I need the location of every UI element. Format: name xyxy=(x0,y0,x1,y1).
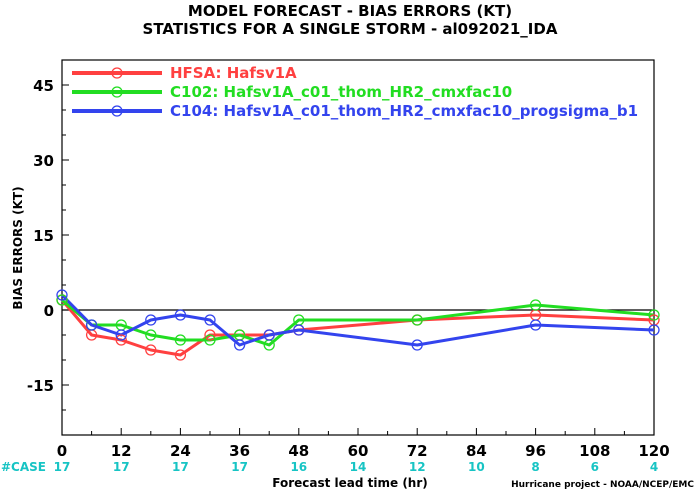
x-tick-label: 96 xyxy=(525,442,546,460)
legend-label: C104: Hafsv1A_c01_thom_HR2_cmxfac10_prog… xyxy=(170,102,638,120)
x-tick-label: 60 xyxy=(348,442,369,460)
legend-label: C102: Hafsv1A_c01_thom_HR2_cmxfac10 xyxy=(170,83,512,101)
case-count: 12 xyxy=(409,460,426,474)
series-point-3 xyxy=(115,329,127,341)
x-tick-label: 120 xyxy=(638,442,669,460)
case-count: 14 xyxy=(350,460,367,474)
series-point-2 xyxy=(145,329,157,341)
series-point-3 xyxy=(263,329,275,341)
x-tick-label: 72 xyxy=(407,442,428,460)
case-count: 17 xyxy=(113,460,130,474)
y-tick-label: 30 xyxy=(33,152,54,170)
x-axis: 0 12 24 36 48 60 72 84 96 108 120 xyxy=(57,428,670,460)
series-points xyxy=(56,289,660,361)
series-point-3 xyxy=(204,314,216,326)
x-tick-label: 36 xyxy=(229,442,250,460)
legend-swatch-marker xyxy=(111,105,123,117)
series-point-1 xyxy=(204,329,216,341)
legend-swatch-marker xyxy=(111,67,123,79)
case-count: 17 xyxy=(231,460,248,474)
x-tick-label: 48 xyxy=(288,442,309,460)
series-point-3 xyxy=(648,324,660,336)
series-point-3 xyxy=(56,289,68,301)
series-point-2 xyxy=(411,314,423,326)
chart-title-line2: STATISTICS FOR A SINGLE STORM - al092021… xyxy=(143,20,558,38)
case-count: 6 xyxy=(591,460,599,474)
series-point-1 xyxy=(115,334,127,346)
case-label: #CASE xyxy=(1,460,46,474)
series-point-2 xyxy=(56,294,68,306)
series-point-2 xyxy=(174,334,187,346)
x-tick-label: 0 xyxy=(57,442,67,460)
series-point-3 xyxy=(529,319,542,331)
series-point-3 xyxy=(233,339,246,351)
x-tick-label: 108 xyxy=(579,442,610,460)
case-count: 4 xyxy=(650,460,658,474)
series-point-3 xyxy=(174,309,187,321)
y-tick-label: 45 xyxy=(33,77,54,95)
credit-text: Hurricane project - NOAA/NCEP/EMC xyxy=(511,480,694,490)
chart-title-line1: MODEL FORECAST - BIAS ERRORS (KT) xyxy=(188,2,512,20)
case-count: 10 xyxy=(468,460,485,474)
case-count: 16 xyxy=(290,460,307,474)
x-axis-label: Forecast lead time (hr) xyxy=(272,476,428,490)
x-tick-label: 24 xyxy=(170,442,191,460)
series-point-1 xyxy=(145,344,157,356)
series-point-3 xyxy=(411,339,423,351)
case-count: 17 xyxy=(172,460,189,474)
series-point-3 xyxy=(85,319,98,331)
series-point-3 xyxy=(293,324,305,336)
series-point-2 xyxy=(648,309,660,321)
legend-label: HFSA: Hafsv1A xyxy=(170,64,297,82)
x-tick-label: 12 xyxy=(111,442,132,460)
series-point-2 xyxy=(529,299,542,311)
y-tick-label: 0 xyxy=(44,302,54,320)
legend-swatch-marker xyxy=(111,86,123,98)
series-point-2 xyxy=(204,334,216,346)
case-count: 8 xyxy=(531,460,539,474)
series-point-3 xyxy=(145,314,157,326)
y-axis-label: BIAS ERRORS (KT) xyxy=(11,186,25,309)
series-point-1 xyxy=(174,349,187,361)
y-tick-label: 15 xyxy=(33,227,54,245)
case-count: 17 xyxy=(54,460,71,474)
case-count-row: #CASE 17 17 17 17 16 14 12 10 8 6 4 xyxy=(1,460,658,474)
y-axis: -15 0 15 30 45 xyxy=(27,77,69,411)
x-tick-label: 84 xyxy=(466,442,487,460)
y-tick-label: -15 xyxy=(27,377,54,395)
